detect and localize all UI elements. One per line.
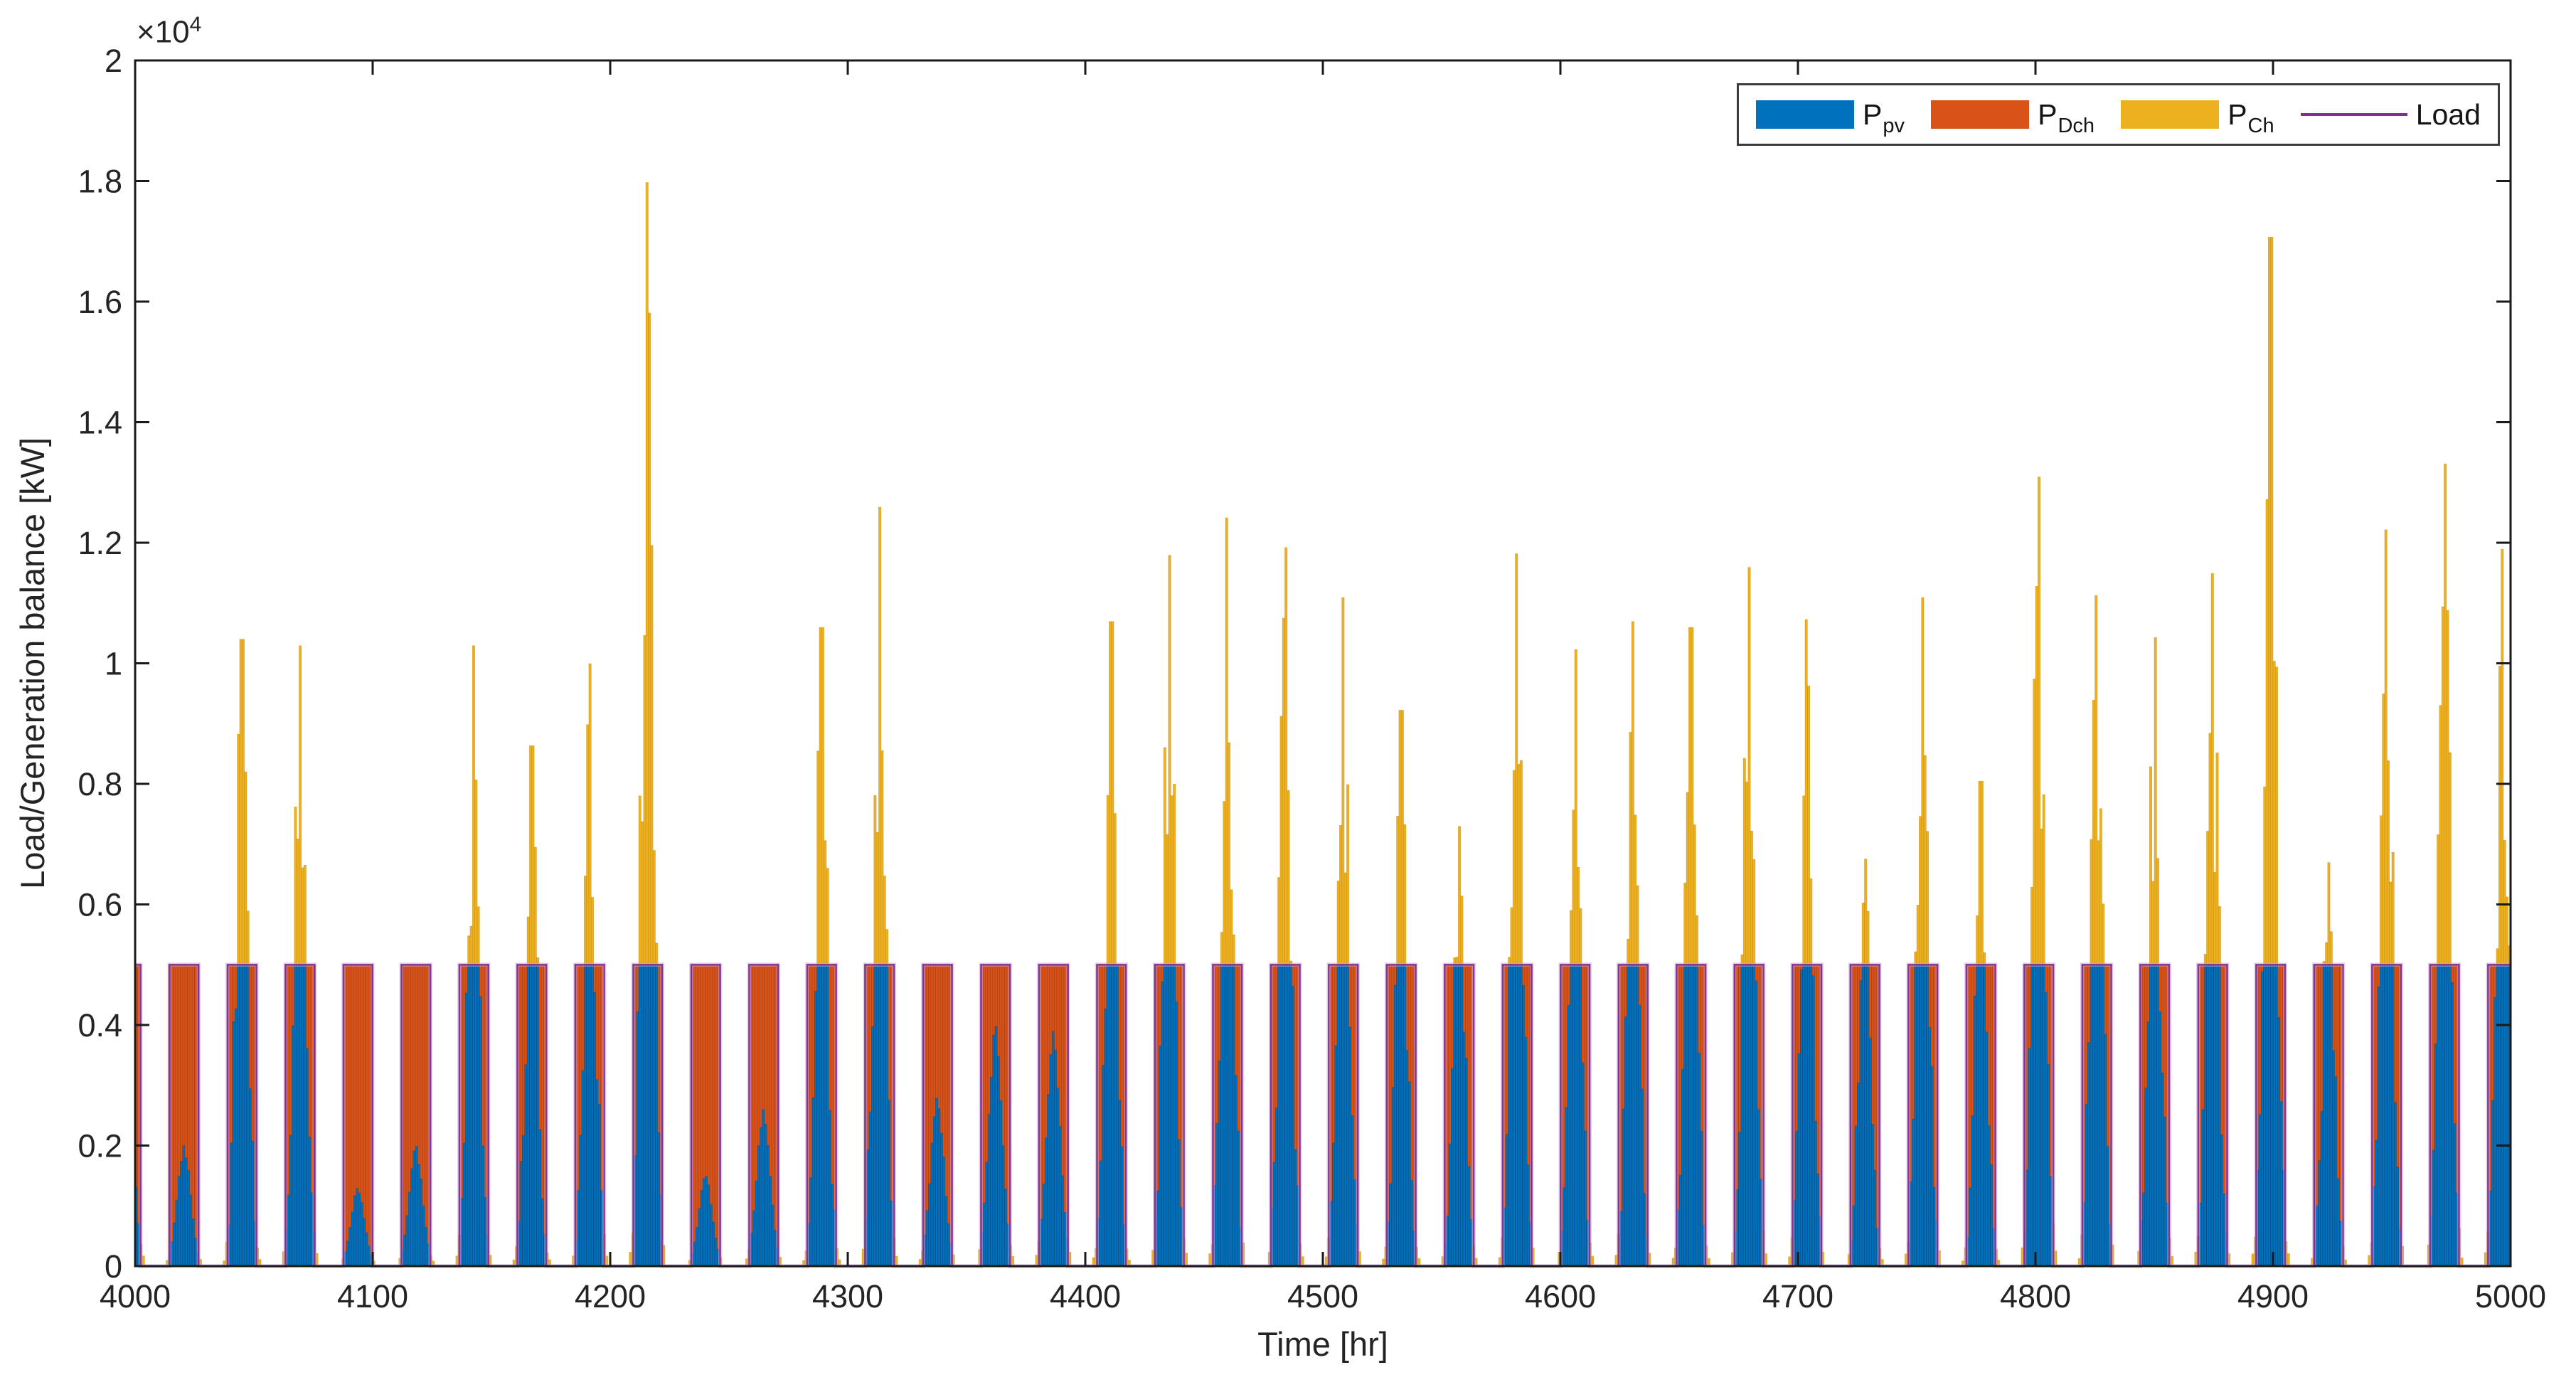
ppv-swatch-icon — [1756, 100, 1854, 129]
svg-text:1.4: 1.4 — [78, 405, 122, 441]
y-axis-label-wrap: Load/Generation balance [kW] — [7, 60, 57, 1266]
svg-text:0.4: 0.4 — [78, 1007, 122, 1043]
pch-swatch-icon — [2121, 100, 2220, 129]
legend-label-pdch-main: P — [2038, 97, 2058, 131]
svg-text:0: 0 — [105, 1248, 122, 1285]
svg-text:4900: 4900 — [2237, 1278, 2309, 1314]
svg-text:4400: 4400 — [1050, 1278, 1121, 1314]
exponent-prefix: ×10 — [137, 14, 190, 50]
y-axis-exponent-label: ×104 — [137, 13, 201, 51]
legend-label-pch-sub: Ch — [2247, 114, 2274, 137]
svg-text:4500: 4500 — [1287, 1278, 1358, 1314]
svg-text:4300: 4300 — [812, 1278, 883, 1314]
legend-label-pch: PCh — [2228, 97, 2274, 137]
svg-text:4200: 4200 — [575, 1278, 646, 1314]
pdch-swatch-icon — [1931, 100, 2030, 129]
svg-text:4800: 4800 — [2000, 1278, 2071, 1314]
svg-text:4700: 4700 — [1762, 1278, 1833, 1314]
legend-label-pdch-sub: Dch — [2058, 114, 2095, 137]
svg-text:5000: 5000 — [2475, 1278, 2546, 1314]
load-line-swatch-icon — [2300, 113, 2407, 116]
legend-label-ppv-sub: pv — [1883, 114, 1905, 137]
legend-label-ppv: Ppv — [1863, 97, 1905, 137]
exponent-value: 4 — [189, 13, 202, 36]
legend-label-pdch: PDch — [2038, 97, 2095, 137]
legend-item-ppv: Ppv — [1756, 97, 1905, 137]
svg-text:1.6: 1.6 — [78, 284, 122, 320]
y-axis-label: Load/Generation balance [kW] — [13, 437, 51, 889]
legend-label-load-main: Load — [2415, 97, 2481, 131]
svg-text:1: 1 — [105, 646, 122, 682]
legend-item-load: Load — [2300, 98, 2481, 132]
x-axis-label: Time [hr] — [1257, 1325, 1388, 1363]
legend-label-ppv-main: P — [1863, 97, 1883, 131]
legend: Ppv PDch PCh Load — [1737, 83, 2500, 146]
svg-text:0.8: 0.8 — [78, 766, 122, 802]
svg-text:0.2: 0.2 — [78, 1128, 122, 1164]
legend-item-pch: PCh — [2121, 97, 2274, 137]
svg-text:4600: 4600 — [1525, 1278, 1596, 1314]
legend-label-pch-main: P — [2228, 97, 2247, 131]
legend-label-load: Load — [2416, 98, 2481, 132]
svg-text:4000: 4000 — [100, 1278, 171, 1314]
svg-text:2: 2 — [105, 43, 122, 79]
svg-text:1.8: 1.8 — [78, 164, 122, 200]
svg-text:1.2: 1.2 — [78, 525, 122, 561]
svg-text:0.6: 0.6 — [78, 887, 122, 923]
svg-text:4100: 4100 — [337, 1278, 408, 1314]
legend-item-pdch: PDch — [1931, 97, 2095, 137]
